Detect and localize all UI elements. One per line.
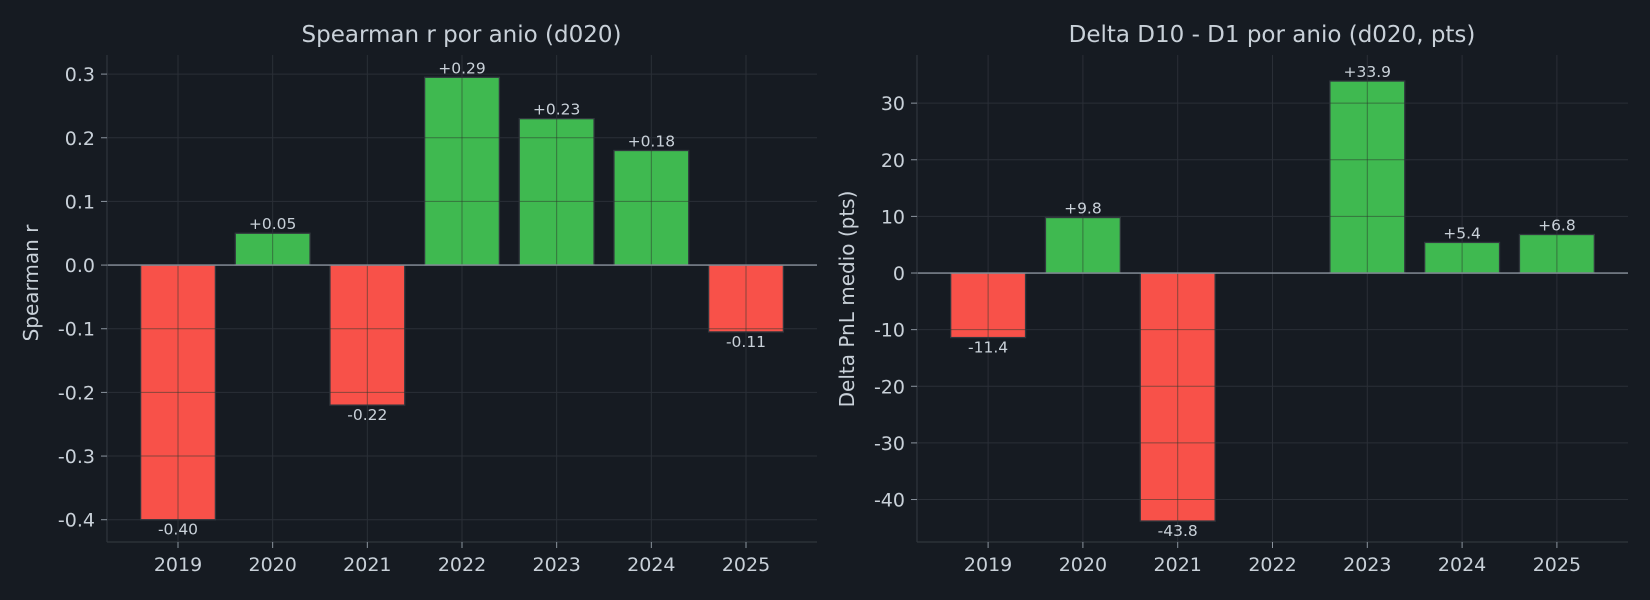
y-tick-label: 0: [893, 263, 905, 285]
data-label: -11.4: [968, 339, 1008, 357]
axes: [101, 55, 817, 548]
y-tick-label: 20: [881, 150, 905, 172]
x-tick-label: 2021: [343, 554, 391, 576]
x-tick-label: 2020: [1059, 554, 1107, 576]
y-tick-label: 0.3: [65, 64, 95, 86]
y-tick-label: -0.4: [58, 510, 95, 532]
y-tick-label: -10: [874, 320, 905, 342]
chart-title: Spearman r por anio (d020): [302, 22, 622, 48]
y-tick-label: 0.1: [65, 191, 95, 213]
data-label: +33.9: [1344, 63, 1392, 81]
data-label: +0.05: [249, 215, 297, 233]
data-label: +6.8: [1538, 217, 1576, 235]
y-tick-label: -0.2: [58, 382, 95, 404]
x-tick-label: 2019: [154, 554, 202, 576]
x-tick-label: 2021: [1154, 554, 1202, 576]
x-tick-label: 2023: [1343, 554, 1391, 576]
data-label: +0.23: [533, 101, 581, 119]
y-tick-label: -30: [874, 433, 905, 455]
labels: -0.40 +0.05 -0.22 +0.29 +0.23 +0.18 -0.11 -0.4 -…: [58, 59, 770, 576]
x-tick-label: 2024: [627, 554, 675, 576]
data-label: +9.8: [1064, 200, 1102, 218]
bars: [139, 76, 785, 521]
bars: [950, 80, 1595, 522]
y-tick-label: -0.3: [58, 446, 95, 468]
data-label: -0.22: [347, 406, 387, 424]
chart-title: Delta D10 - D1 por anio (d020, pts): [1069, 22, 1476, 48]
axes: [911, 55, 1628, 548]
y-tick-label: 30: [881, 93, 905, 115]
y-tick-label: 0.2: [65, 128, 95, 150]
y-tick-label: -20: [874, 376, 905, 398]
spearman-chart: Spearman r por anio (d020) Spearman r -0…: [19, 22, 817, 576]
x-tick-label: 2023: [532, 554, 580, 576]
y-axis-label: Spearman r: [19, 224, 43, 342]
y-tick-label: -0.1: [58, 319, 95, 341]
x-tick-label: 2022: [438, 554, 486, 576]
x-tick-label: 2025: [1533, 554, 1581, 576]
data-label: +5.4: [1443, 224, 1481, 242]
data-label: +0.18: [628, 132, 676, 150]
x-tick-label: 2020: [248, 554, 296, 576]
x-tick-label: 2019: [964, 554, 1012, 576]
labels: -11.4 +9.8 -43.8 +33.9 +5.4 +6.8 -40 -30 -20 -10 0…: [874, 63, 1581, 576]
y-axis-label: Delta PnL medio (pts): [835, 191, 859, 408]
y-tick-label: 0.0: [65, 255, 95, 277]
data-label: +0.29: [438, 59, 486, 77]
data-label: -43.8: [1158, 522, 1198, 540]
x-tick-label: 2025: [722, 554, 770, 576]
y-tick-label: -40: [874, 490, 905, 512]
y-tick-label: 10: [881, 206, 905, 228]
data-label: -0.11: [726, 333, 766, 351]
data-label: -0.40: [158, 521, 198, 539]
x-tick-label: 2024: [1438, 554, 1486, 576]
x-tick-label: 2022: [1248, 554, 1296, 576]
delta-chart: Delta D10 - D1 por anio (d020, pts) Delt…: [835, 22, 1628, 576]
